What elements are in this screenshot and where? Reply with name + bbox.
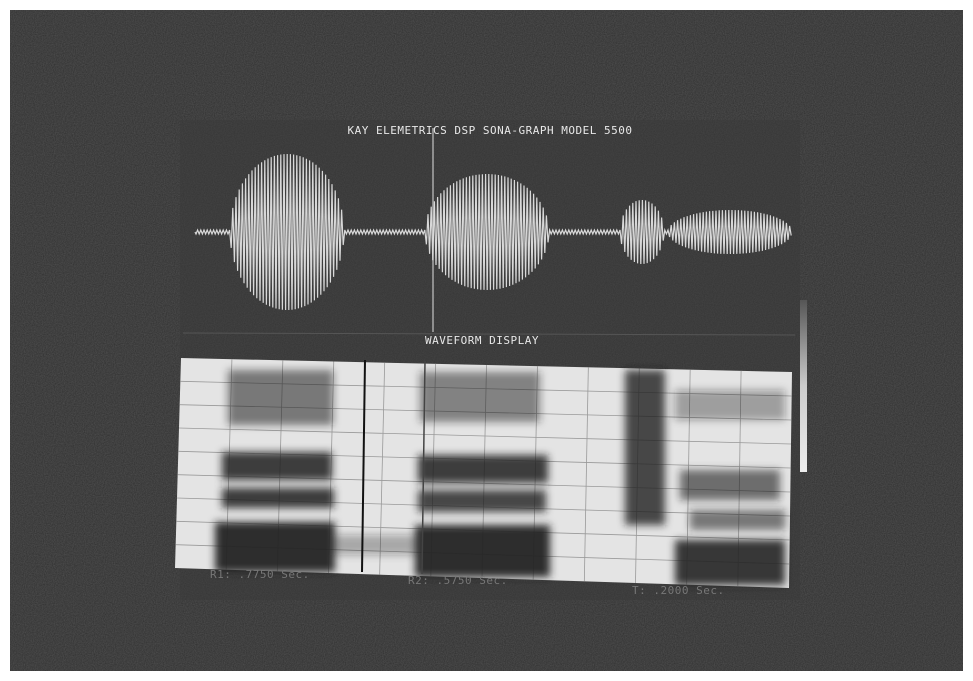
page: KAY ELEMETRICS DSP SONA-GRAPH MODEL 5500…: [0, 0, 973, 681]
readout: R2: .5750 Sec.: [408, 574, 508, 587]
panel-label: WAVEFORM DISPLAY: [425, 334, 539, 347]
spectrogram: [175, 358, 792, 588]
readout: R1: .7750 Sec.: [210, 568, 310, 581]
level-bar: [800, 300, 807, 472]
title: KAY ELEMETRICS DSP SONA-GRAPH MODEL 5500: [348, 124, 633, 137]
readout: T: .2000 Sec.: [632, 584, 725, 597]
photo: KAY ELEMETRICS DSP SONA-GRAPH MODEL 5500…: [0, 0, 973, 681]
energy: [215, 370, 785, 585]
